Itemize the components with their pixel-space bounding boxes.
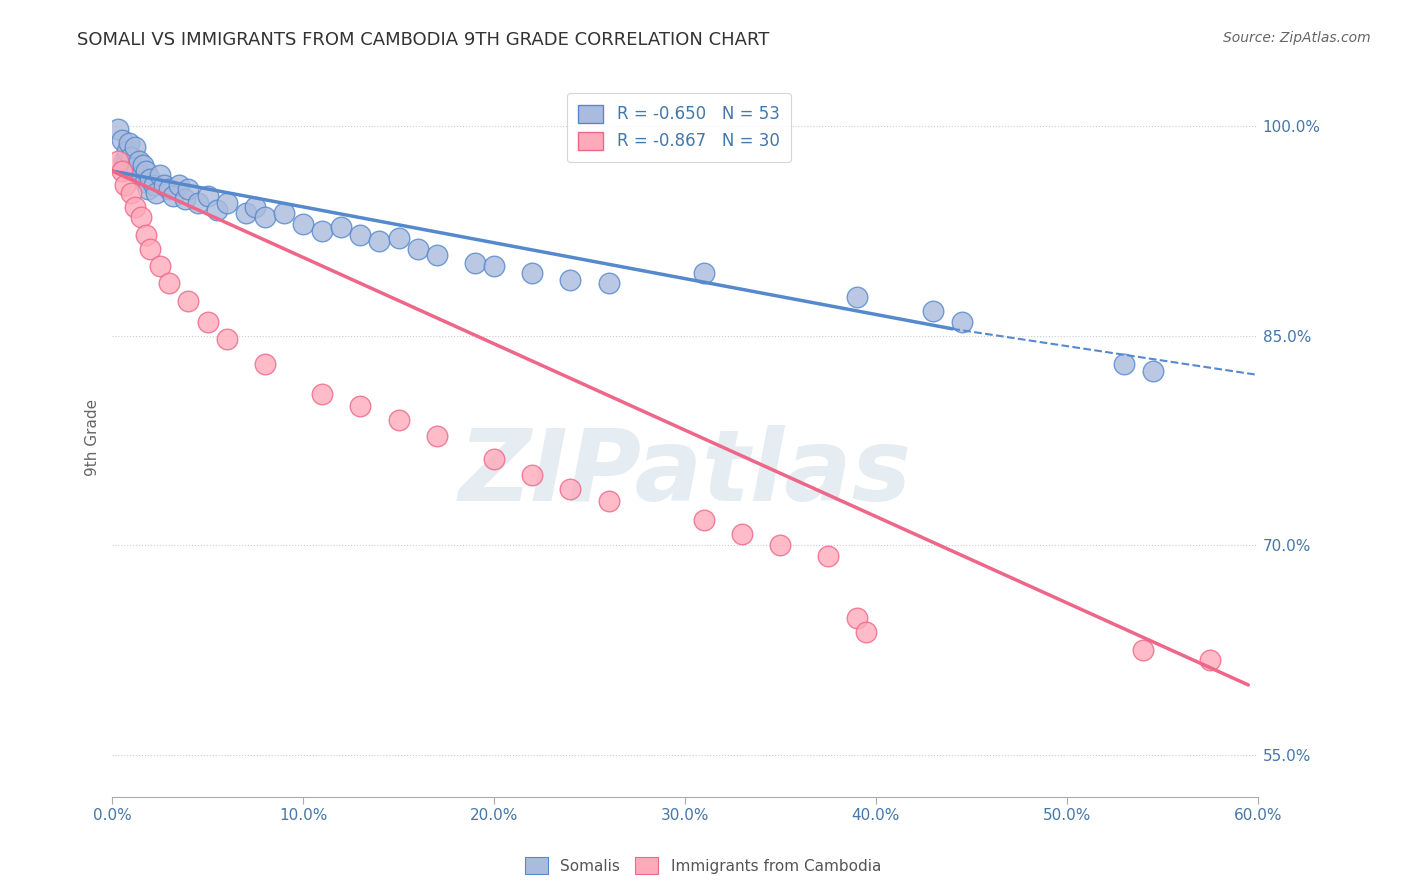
Point [117,145,139,159]
Point [129,210,152,224]
Legend: Somalis, Immigrants from Cambodia: Somalis, Immigrants from Cambodia [519,851,887,880]
Point [368,234,391,248]
Point [235,206,257,220]
Point [124,200,146,214]
Text: ZIPatlas: ZIPatlas [458,425,911,522]
Point [522,468,544,483]
Point [426,248,449,262]
Point [187,196,209,211]
Point [426,429,449,443]
Point [817,549,839,564]
Point [349,228,371,243]
Point [1199,653,1222,667]
Point [560,483,582,497]
Point [125,164,148,178]
Point [167,178,190,192]
Point [292,217,315,231]
Point [522,266,544,280]
Point [134,175,156,189]
Point [143,178,166,192]
Point [111,133,134,147]
Point [131,158,153,172]
Point [387,412,409,426]
Point [387,231,409,245]
Point [845,611,868,625]
Point [693,513,716,527]
Point [560,273,582,287]
Legend: R = -0.650   N = 53, R = -0.867   N = 30: R = -0.650 N = 53, R = -0.867 N = 30 [567,93,792,162]
Point [406,242,429,256]
Point [135,164,157,178]
Point [205,203,228,218]
Point [1132,643,1154,657]
Point [122,161,145,176]
Point [245,200,267,214]
Point [482,259,505,273]
Point [598,493,620,508]
Point [128,154,150,169]
Point [173,192,195,206]
Point [118,136,141,150]
Point [107,154,129,169]
Point [149,259,172,273]
Point [349,399,371,413]
Point [139,242,162,256]
Point [598,276,620,290]
Point [311,224,333,238]
Point [273,206,295,220]
Point [152,178,174,192]
Point [253,357,276,371]
Y-axis label: 9th Grade: 9th Grade [86,399,100,475]
Point [120,186,142,201]
Point [215,332,238,346]
Point [135,228,157,243]
Point [139,172,162,186]
Point [112,154,135,169]
Point [177,293,200,308]
Point [482,451,505,466]
Point [1142,364,1164,378]
Point [197,189,219,203]
Point [197,315,219,329]
Point [1114,357,1136,371]
Point [145,186,167,201]
Point [149,168,172,182]
Point [845,290,868,304]
Point [693,266,716,280]
Point [114,178,136,192]
Point [330,219,353,234]
Point [138,182,160,196]
Point [922,303,945,318]
Point [124,140,146,154]
Point [464,256,486,270]
Point [157,182,180,196]
Point [111,164,134,178]
Point [120,150,142,164]
Text: Source: ZipAtlas.com: Source: ZipAtlas.com [1223,31,1371,45]
Point [215,196,238,211]
Point [731,527,754,541]
Point [129,168,152,182]
Point [157,276,180,290]
Point [950,315,973,329]
Text: SOMALI VS IMMIGRANTS FROM CAMBODIA 9TH GRADE CORRELATION CHART: SOMALI VS IMMIGRANTS FROM CAMBODIA 9TH G… [77,31,769,49]
Point [311,387,333,401]
Point [769,538,792,552]
Point [177,182,200,196]
Point [253,210,276,224]
Point [114,158,136,172]
Point [162,189,184,203]
Point [855,624,877,639]
Point [107,122,129,136]
